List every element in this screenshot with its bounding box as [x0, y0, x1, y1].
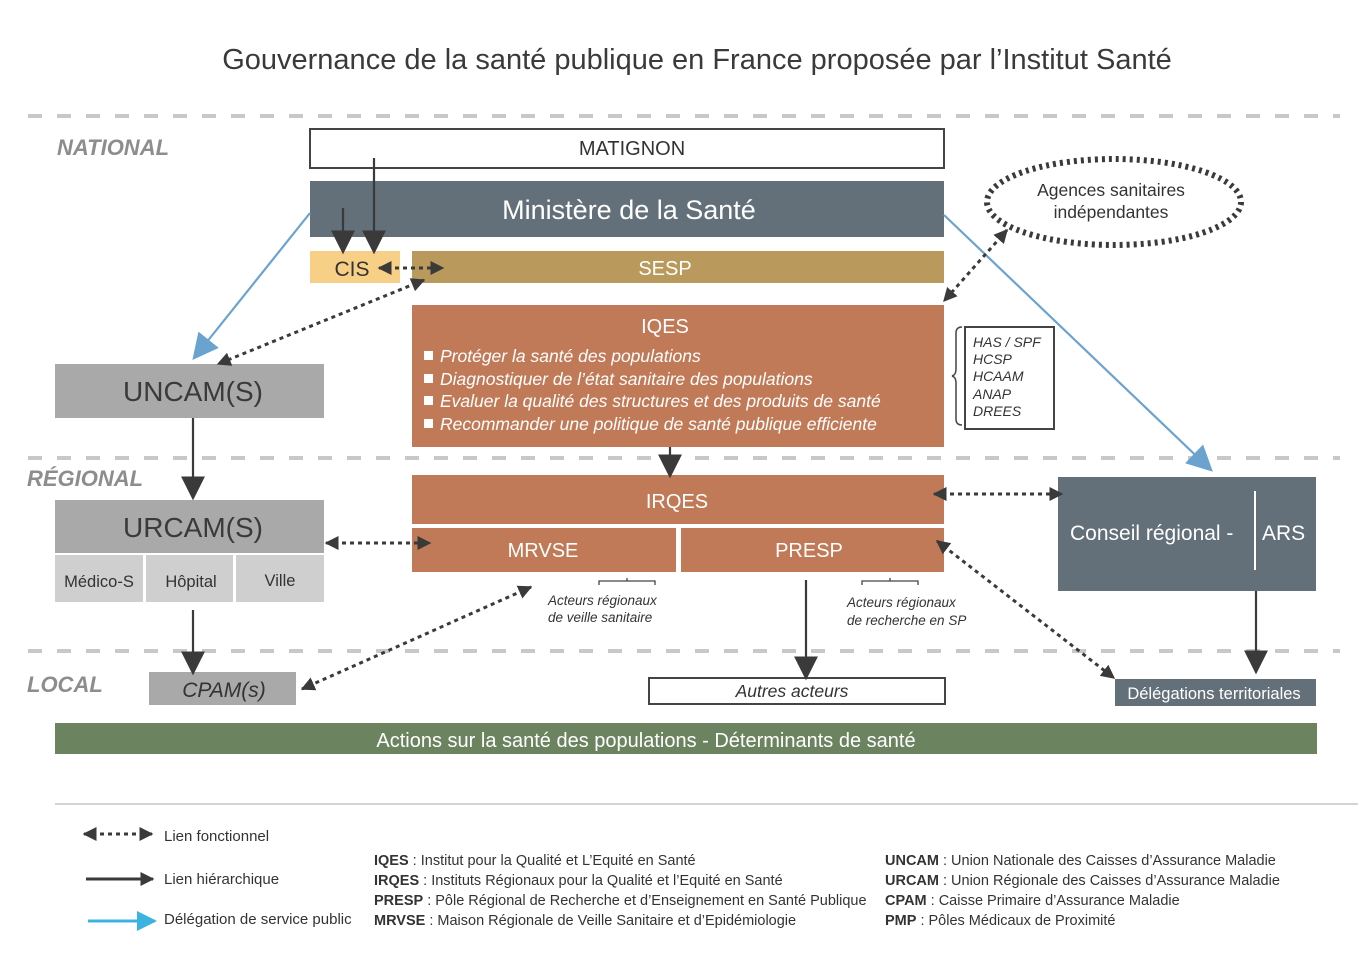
acteurs-recherche-label: de recherche en SP — [847, 613, 966, 628]
page-title: Gouvernance de la santé publique en Fran… — [222, 44, 1172, 76]
urcam-sub-label: Hôpital — [165, 573, 216, 591]
abbr-line: UNCAM : Union Nationale des Caisses d’As… — [885, 853, 1276, 869]
conseil-ars-box: Conseil régional - ARS — [1058, 477, 1316, 591]
abbr-line: IRQES : Instituts Régionaux pour la Qual… — [374, 873, 783, 889]
uncam-label: UNCAM(S) — [123, 376, 263, 407]
abbr-line: PMP : Pôles Médicaux de Proximité — [885, 913, 1115, 929]
iqes-bullet: Protéger la santé des populations — [440, 346, 701, 366]
level-national: NATIONAL — [57, 135, 169, 160]
iqes-title: IQES — [641, 316, 689, 338]
legend: Lien fonctionnel Lien hiérarchique Délég… — [82, 827, 352, 931]
irqes-box: IRQES — [412, 475, 944, 524]
matignon-box: MATIGNON — [309, 128, 945, 169]
abbreviations-right: UNCAM : Union Nationale des Caisses d’As… — [885, 853, 1280, 929]
agences-label: indépendantes — [1054, 202, 1169, 222]
agency-item: HCSP — [973, 351, 1013, 367]
urcam-box: URCAM(S) Médico-S Hôpital Ville — [55, 500, 324, 602]
legend-label: Lien hiérarchique — [164, 871, 279, 888]
urcam-sub-label: Ville — [265, 572, 296, 590]
urcam-label: URCAM(S) — [123, 512, 263, 543]
sesp-label: SESP — [638, 258, 691, 280]
level-local: LOCAL — [27, 672, 103, 697]
ministere-box: Ministère de la Santé — [310, 181, 944, 237]
delegations-box: Délégations territoriales — [1115, 679, 1316, 706]
agency-item: HAS / SPF — [973, 334, 1042, 350]
uncam-box: UNCAM(S) — [55, 364, 324, 418]
legend-label: Lien fonctionnel — [164, 828, 269, 845]
agencies-brace — [951, 326, 963, 426]
urcam-sub-label: Médico-S — [64, 573, 134, 591]
acteurs-veille-label: Acteurs régionaux — [547, 593, 658, 608]
mrvse-box: MRVSE — [412, 528, 676, 572]
level-regional: RÉGIONAL — [27, 466, 143, 491]
bracket-veille — [598, 578, 656, 585]
delegations-label: Délégations territoriales — [1127, 685, 1300, 703]
agences-ellipse: Agences sanitaires indépendantes — [984, 156, 1244, 248]
autres-acteurs-label: Autres acteurs — [735, 681, 849, 701]
legend-label: Délégation de service public — [164, 911, 352, 928]
sesp-box: SESP — [412, 251, 944, 283]
agences-label: Agences sanitaires — [1037, 180, 1185, 200]
bracket-recherche — [861, 578, 919, 585]
actions-label: Actions sur la santé des populations - D… — [376, 730, 915, 752]
presp-label: PRESP — [775, 540, 843, 562]
autres-acteurs-box: Autres acteurs — [648, 677, 946, 705]
abbr-line: URCAM : Union Régionale des Caisses d’As… — [885, 873, 1280, 889]
agency-item: DREES — [973, 403, 1022, 419]
presp-box: PRESP — [681, 528, 944, 572]
abbr-line: IQES : Institut pour la Qualité et L’Equ… — [374, 853, 696, 869]
conseil-label: Conseil régional - — [1070, 522, 1233, 545]
abbr-line: CPAM : Caisse Primaire d’Assurance Malad… — [885, 893, 1180, 909]
abbr-line: MRVSE : Maison Régionale de Veille Sanit… — [374, 913, 796, 929]
abbreviations-left: IQES : Institut pour la Qualité et L’Equ… — [374, 853, 867, 929]
cpam-label: CPAM(s) — [182, 679, 266, 702]
actions-bar: Actions sur la santé des populations - D… — [55, 723, 1317, 754]
agency-item: HCAAM — [973, 368, 1024, 384]
irqes-label: IRQES — [646, 491, 708, 513]
acteurs-veille-label: de veille sanitaire — [548, 610, 652, 625]
ars-label: ARS — [1262, 522, 1305, 545]
abbr-line: PRESP : Pôle Régional de Recherche et d’… — [374, 893, 867, 909]
functional-links — [216, 228, 1116, 691]
ministere-label: Ministère de la Santé — [502, 195, 756, 225]
iqes-bullet: Recommander une politique de santé publi… — [440, 414, 877, 434]
iqes-bullet: Diagnostiquer de l’état sanitaire des po… — [440, 369, 813, 389]
cis-box: CIS — [310, 251, 400, 283]
cis-label: CIS — [334, 258, 369, 281]
matignon-label: MATIGNON — [579, 138, 685, 160]
acteurs-recherche-label: Acteurs régionaux — [846, 595, 957, 610]
mrvse-label: MRVSE — [508, 540, 579, 562]
iqes-box: IQES Protéger la santé des populations D… — [412, 305, 944, 447]
agency-item: ANAP — [972, 386, 1012, 402]
cpam-box: CPAM(s) — [149, 672, 296, 705]
agencies-list-box: HAS / SPF HCSP HCAAM ANAP DREES — [964, 326, 1055, 430]
iqes-bullet: Evaluer la qualité des structures et des… — [440, 391, 881, 411]
hierarchical-links — [181, 158, 1268, 681]
